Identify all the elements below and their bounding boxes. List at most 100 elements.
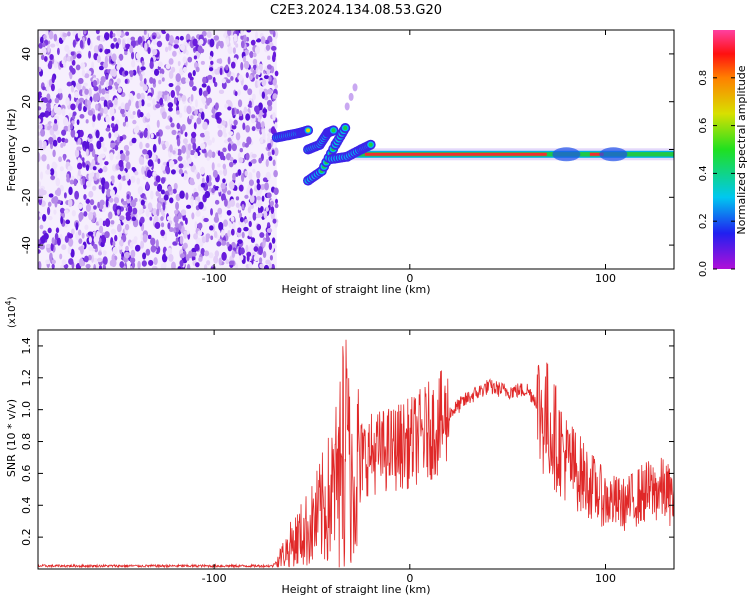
noise-speckle [192, 142, 197, 151]
noise-speckle [88, 142, 94, 152]
noise-speckle [221, 120, 226, 126]
noise-speckle [172, 50, 177, 57]
noise-speckle [241, 231, 245, 239]
noise-speckle [103, 61, 109, 69]
noise-speckle [191, 131, 197, 139]
noise-speckle [102, 256, 108, 266]
noise-speckle [255, 74, 259, 80]
noise-speckle [116, 209, 120, 215]
noise-speckle [193, 55, 198, 60]
noise-speckle [110, 258, 117, 268]
noise-speckle [110, 220, 115, 225]
noise-speckle [240, 30, 244, 36]
noise-speckle [103, 106, 108, 115]
noise-speckle [61, 59, 65, 65]
noise-speckle [104, 231, 110, 239]
noise-speckle [167, 222, 171, 230]
noise-speckle [179, 43, 186, 51]
noise-speckle [255, 38, 262, 43]
noise-speckle [206, 156, 210, 161]
noise-speckle [101, 88, 106, 95]
noise-speckle [67, 233, 74, 239]
noise-speckle [93, 257, 98, 263]
noise-speckle [142, 148, 148, 155]
noise-speckle [233, 37, 238, 42]
noise-speckle [201, 236, 206, 244]
noise-speckle [53, 33, 58, 42]
noise-speckle [61, 137, 66, 143]
noise-speckle [246, 254, 250, 262]
noise-speckle [274, 203, 279, 209]
noise-speckle [38, 118, 41, 124]
noise-speckle [163, 194, 169, 201]
noise-speckle [139, 111, 144, 118]
noise-speckle [45, 102, 51, 110]
noise-speckle [178, 168, 183, 175]
noise-speckle [56, 136, 62, 143]
noise-speckle [85, 263, 91, 269]
noise-speckle [269, 30, 274, 35]
noise-speckle [160, 208, 164, 215]
noise-speckle [83, 105, 87, 113]
noise-speckle [238, 157, 244, 164]
noise-speckle [109, 189, 116, 197]
noise-speckle [124, 115, 129, 124]
noise-speckle [192, 38, 198, 47]
noise-speckle [198, 108, 204, 113]
noise-speckle [39, 36, 44, 44]
noise-speckle [228, 161, 234, 168]
noise-speckle [248, 100, 252, 108]
noise-speckle [132, 119, 137, 125]
noise-speckle [175, 237, 179, 244]
noise-speckle [249, 50, 254, 59]
noise-speckle [63, 209, 69, 214]
noise-speckle [70, 248, 75, 258]
noise-speckle [154, 221, 161, 230]
noise-speckle [78, 212, 84, 221]
noise-speckle [214, 199, 220, 205]
noise-speckle [245, 125, 251, 133]
noise-speckle [248, 229, 253, 237]
noise-speckle [224, 198, 228, 207]
spectrogram-x-tick-label: -100 [202, 272, 227, 285]
noise-speckle [211, 162, 215, 171]
noise-speckle [97, 201, 101, 208]
noise-speckle [161, 77, 165, 82]
noise-speckle [78, 97, 85, 103]
noise-speckle [240, 61, 244, 71]
noise-speckle [234, 185, 238, 191]
noise-speckle [204, 104, 208, 110]
noise-speckle [256, 183, 261, 191]
noise-speckle [152, 35, 156, 40]
noise-speckle [125, 214, 132, 221]
noise-speckle [65, 219, 71, 225]
noise-speckle [227, 106, 232, 111]
noise-speckle [143, 30, 147, 35]
noise-speckle [168, 82, 174, 88]
noise-speckle [205, 237, 209, 243]
noise-speckle [179, 35, 184, 41]
noise-speckle [113, 37, 117, 42]
noise-speckle [226, 190, 232, 195]
noise-speckle [63, 263, 69, 269]
noise-speckle [168, 70, 174, 79]
noise-speckle [67, 198, 73, 208]
noise-speckle [177, 60, 181, 67]
noise-speckle [185, 192, 189, 200]
noise-speckle [169, 116, 173, 123]
tone-mark [343, 125, 348, 130]
noise-speckle [249, 188, 253, 196]
noise-speckle [190, 115, 194, 120]
noise-speckle [56, 106, 62, 116]
noise-speckle [226, 241, 230, 247]
spectrogram-y-tick-label: 0 [20, 146, 33, 153]
noise-speckle [257, 200, 263, 209]
noise-speckle [131, 239, 137, 245]
noise-speckle [54, 118, 58, 125]
noise-speckle [85, 180, 92, 188]
noise-speckle [252, 52, 257, 58]
noise-speckle [50, 97, 54, 105]
noise-speckle [266, 99, 273, 107]
noise-speckle [78, 77, 84, 85]
noise-speckle [92, 114, 96, 122]
